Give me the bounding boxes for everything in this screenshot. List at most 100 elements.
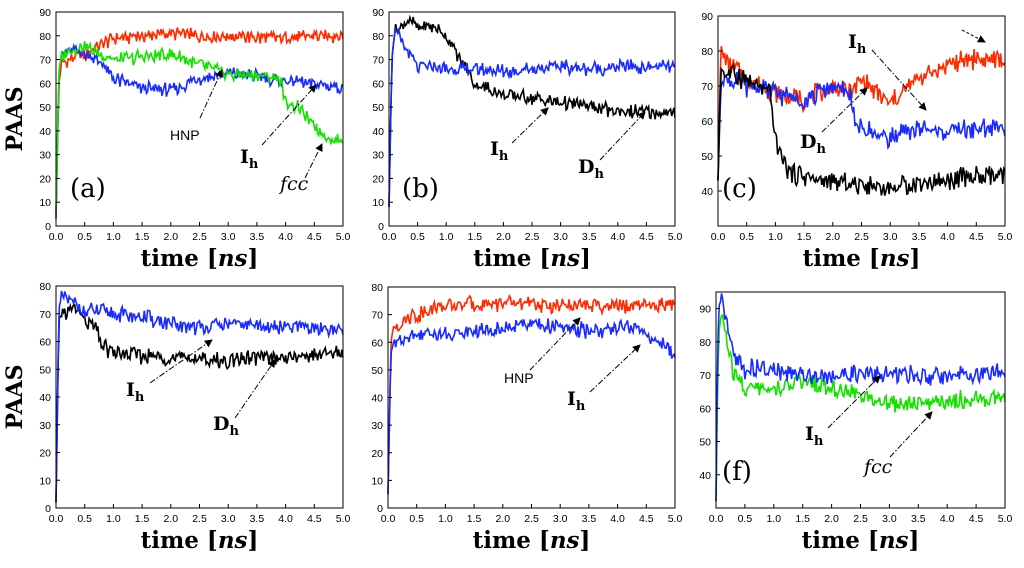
y-tick-label-c: 70 — [701, 81, 713, 93]
x-tick-label-b: 0.5 — [410, 231, 425, 243]
x-tick-label-d: 2.0 — [163, 513, 178, 525]
y-tick-label-a: 60 — [39, 78, 51, 90]
x-tick-label-b: 5.0 — [668, 231, 683, 243]
x-tick-label-f: 4.5 — [969, 513, 984, 525]
x-tick-label-a: 4.0 — [278, 231, 293, 243]
y-tick-label-e: 60 — [371, 337, 383, 349]
x-tick-label-c: 1.5 — [797, 231, 812, 243]
x-axis-label-d: time [ns] — [141, 527, 259, 554]
series-line-a-fcc — [55, 41, 344, 215]
annotation-c-ih: Ih — [848, 31, 867, 57]
x-tick-label-f: 0.5 — [738, 513, 753, 525]
y-tick-label-b: 10 — [372, 197, 384, 209]
x-tick-label-a: 3.5 — [250, 231, 265, 243]
y-tick-label-c: 50 — [701, 151, 713, 163]
y-tick-label-e: 30 — [371, 420, 383, 432]
x-tick-label-e: 3.5 — [582, 513, 597, 525]
annotation-arrow-c-extra — [961, 29, 986, 43]
x-tick-label-c: 1.0 — [768, 231, 783, 243]
y-tick-label-d: 0 — [45, 503, 51, 515]
x-axis-label-e: time [ns] — [473, 527, 591, 554]
x-axis-label-b: time [ns] — [473, 245, 591, 272]
annotation-arrow-f — [827, 375, 881, 429]
y-tick-label-a: 80 — [39, 31, 51, 43]
y-tick-label-d: 60 — [39, 337, 51, 349]
annotation-b-ih: Ih — [490, 138, 509, 164]
series-line-e-hnp — [387, 294, 676, 495]
y-tick-label-f: 40 — [699, 470, 711, 482]
y-tick-label-d: 30 — [39, 420, 51, 432]
x-tick-label-d: 5.0 — [336, 513, 351, 525]
y-tick-label-f: 90 — [699, 304, 711, 316]
x-tick-label-a: 2.0 — [163, 231, 178, 243]
x-tick-label-b: 3.0 — [553, 231, 568, 243]
annotation-a-fcc: fcc — [278, 173, 309, 195]
x-tick-label-f: 2.0 — [824, 513, 839, 525]
y-tick-label-a: 20 — [39, 173, 51, 185]
y-tick-label-b: 50 — [372, 102, 384, 114]
y-tick-label-b: 70 — [372, 55, 384, 67]
y-tick-label-f: 60 — [699, 403, 711, 415]
y-tick-label-a: 50 — [39, 102, 51, 114]
y-tick-label-b: 20 — [372, 173, 384, 185]
x-tick-label-c: 4.0 — [940, 231, 955, 243]
x-axis-label-a: time [ns] — [141, 245, 259, 272]
series-line-c-hnp — [717, 46, 1006, 181]
y-tick-label-b: 40 — [372, 126, 384, 138]
series-line-c-dh — [717, 62, 1006, 196]
x-tick-label-d: 2.5 — [192, 513, 207, 525]
annotation-f-fcc: fcc — [862, 456, 893, 478]
x-tick-label-e: 0.0 — [381, 513, 396, 525]
annotation-arrow-d — [234, 359, 276, 419]
x-tick-label-f: 1.0 — [766, 513, 781, 525]
x-tick-label-d: 3.0 — [221, 513, 236, 525]
y-tick-label-d: 40 — [39, 392, 51, 404]
annotation-arrow-d — [149, 339, 213, 384]
y-tick-label-d: 80 — [39, 281, 51, 293]
annotation-b-dh: Dh — [578, 156, 604, 182]
x-tick-label-a: 1.5 — [135, 231, 150, 243]
annotation-e-hnp: HNP — [504, 370, 534, 386]
annotation-arrow-a — [199, 69, 223, 119]
annotation-arrow-e — [529, 317, 581, 371]
x-tick-label-c: 4.5 — [969, 231, 984, 243]
y-tick-label-a: 90 — [39, 7, 51, 19]
y-tick-label-d: 20 — [39, 448, 51, 460]
series-line-a-hnp — [55, 27, 344, 215]
y-tick-label-e: 70 — [371, 310, 383, 322]
annotation-f-ih: Ih — [805, 423, 824, 449]
x-tick-label-b: 1.0 — [439, 231, 454, 243]
y-tick-label-c: 90 — [701, 11, 713, 23]
x-tick-label-e: 4.5 — [639, 513, 654, 525]
y-tick-label-a: 0 — [45, 221, 51, 233]
y-tick-label-d: 70 — [39, 309, 51, 321]
y-axis-label-d: PAAS — [2, 365, 28, 430]
x-axis-label-c: time [ns] — [803, 245, 921, 272]
annotation-d-dh: Dh — [213, 413, 239, 439]
y-tick-label-c: 60 — [701, 116, 713, 128]
x-tick-label-e: 5.0 — [668, 513, 683, 525]
annotation-arrow-e — [589, 344, 641, 393]
x-tick-label-f: 1.5 — [795, 513, 810, 525]
x-tick-label-e: 2.0 — [495, 513, 510, 525]
x-tick-label-b: 0.0 — [382, 231, 397, 243]
annotation-d-ih: Ih — [126, 379, 145, 405]
x-tick-label-c: 2.0 — [825, 231, 840, 243]
y-tick-label-e: 20 — [371, 448, 383, 460]
y-tick-label-e: 50 — [371, 365, 383, 377]
x-tick-label-d: 1.5 — [135, 513, 150, 525]
x-tick-label-f: 5.0 — [998, 513, 1013, 525]
annotation-a-hnp: HNP — [170, 127, 200, 143]
series-line-f-fcc — [715, 314, 1006, 502]
y-tick-label-b: 60 — [372, 78, 384, 90]
x-tick-label-d: 1.0 — [106, 513, 121, 525]
x-tick-label-e: 3.0 — [553, 513, 568, 525]
annotation-arrow-f — [889, 411, 933, 458]
x-tick-label-a: 0.0 — [49, 231, 64, 243]
x-tick-label-a: 1.0 — [106, 231, 121, 243]
y-tick-label-f: 70 — [699, 370, 711, 382]
panel-label-f: (f) — [722, 457, 752, 487]
x-axis-label-f: time [ns] — [802, 527, 920, 554]
series-line-d-dh — [55, 302, 344, 503]
